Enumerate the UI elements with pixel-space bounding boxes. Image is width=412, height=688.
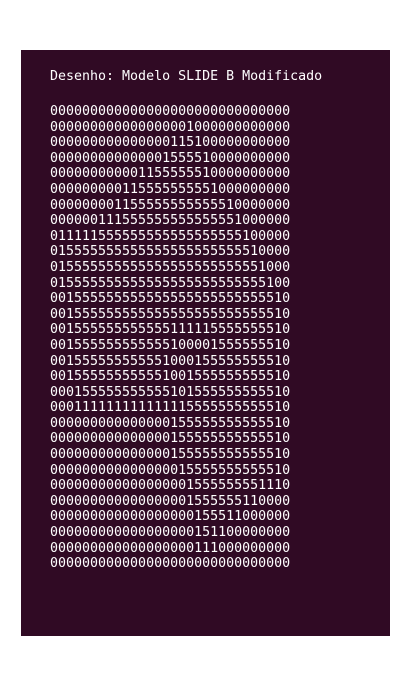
grid-row: 000000000000000000111000000000 bbox=[50, 540, 291, 556]
grid-row: 015555555555555555555555551000 bbox=[50, 259, 291, 275]
grid-row: 000000000000000000000000000000 bbox=[50, 104, 291, 119]
grid-row: 000000000000000001555555551110 bbox=[50, 478, 291, 494]
grid-row: 001555555555551001555555555510 bbox=[50, 369, 291, 385]
grid-row: 000000000000000000000000000000 bbox=[50, 556, 291, 572]
grid-row: 015555555555555555555555555100 bbox=[50, 275, 291, 291]
grid-row: 000000000000000155555555555510 bbox=[50, 415, 291, 431]
grid-row: 000000000000000155555555555510 bbox=[50, 431, 291, 447]
grid-row: 000000001155555555555510000000 bbox=[50, 197, 291, 213]
drawing-title: Desenho: Modelo SLIDE B Modificado bbox=[50, 69, 323, 84]
grid-row: 000000000000000115100000000000 bbox=[50, 135, 291, 151]
grid-row: 011111555555555555555555100000 bbox=[50, 228, 291, 244]
grid-row: 000000000000000015555555555510 bbox=[50, 462, 291, 478]
grid-row: 000000000000000155555555555510 bbox=[50, 447, 291, 463]
grid-row: 001555555555555100001555555510 bbox=[50, 337, 291, 353]
grid-row: 000000000115555555551000000000 bbox=[50, 181, 291, 197]
grid-row: 001555555555551000155555555510 bbox=[50, 353, 291, 369]
grid-row: 000111111111111115555555555510 bbox=[50, 400, 291, 416]
grid-row: 001555555555555555555555555510 bbox=[50, 306, 291, 322]
grid-row: 000000000000000001555555110000 bbox=[50, 493, 291, 509]
grid-row: 000000111555555555555551000000 bbox=[50, 213, 291, 229]
grid-row: 000000000001155555510000000000 bbox=[50, 166, 291, 182]
grid-row: 015555555555555555555555510000 bbox=[50, 244, 291, 260]
terminal-window[interactable]: Desenho: Modelo SLIDE B Modificado 00000… bbox=[21, 50, 390, 636]
grid-row: 001555555555555555555555555510 bbox=[50, 291, 291, 307]
grid-row: 000000000000000000151100000000 bbox=[50, 525, 291, 541]
grid-row: 000155555555555101555555555510 bbox=[50, 384, 291, 400]
binary-grid: 000000000000000000000000000000 0000000000… bbox=[50, 104, 390, 572]
grid-row: 000000000000000001000000000000 bbox=[50, 119, 291, 135]
grid-row: 001555555555555111115555555510 bbox=[50, 322, 291, 338]
grid-row: 000000000000001555510000000000 bbox=[50, 150, 291, 166]
grid-row: 000000000000000000155511000000 bbox=[50, 509, 291, 525]
